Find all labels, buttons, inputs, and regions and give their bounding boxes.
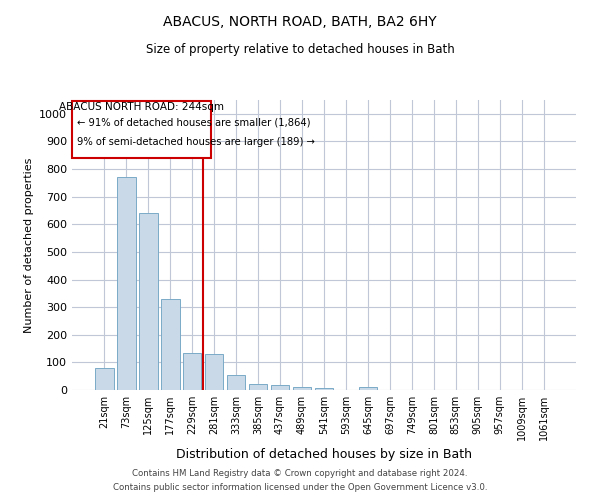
Text: ABACUS, NORTH ROAD, BATH, BA2 6HY: ABACUS, NORTH ROAD, BATH, BA2 6HY [163,15,437,29]
Bar [359,387,377,390]
Bar [314,388,334,390]
Text: Size of property relative to detached houses in Bath: Size of property relative to detached ho… [146,42,454,56]
Bar [271,385,289,390]
FancyBboxPatch shape [72,100,211,158]
Text: ← 91% of detached houses are smaller (1,864): ← 91% of detached houses are smaller (1,… [77,118,311,128]
Bar [205,354,223,390]
Bar [183,352,202,390]
Text: Contains HM Land Registry data © Crown copyright and database right 2024.: Contains HM Land Registry data © Crown c… [132,468,468,477]
Y-axis label: Number of detached properties: Number of detached properties [23,158,34,332]
Text: Contains public sector information licensed under the Open Government Licence v3: Contains public sector information licen… [113,484,487,492]
Text: ABACUS NORTH ROAD: 244sqm: ABACUS NORTH ROAD: 244sqm [59,102,224,112]
Text: 9% of semi-detached houses are larger (189) →: 9% of semi-detached houses are larger (1… [77,137,315,147]
Bar [139,213,158,390]
Bar [161,299,179,390]
Bar [227,375,245,390]
Bar [117,178,136,390]
Bar [249,384,268,390]
Bar [293,386,311,390]
X-axis label: Distribution of detached houses by size in Bath: Distribution of detached houses by size … [176,448,472,462]
Bar [95,368,113,390]
